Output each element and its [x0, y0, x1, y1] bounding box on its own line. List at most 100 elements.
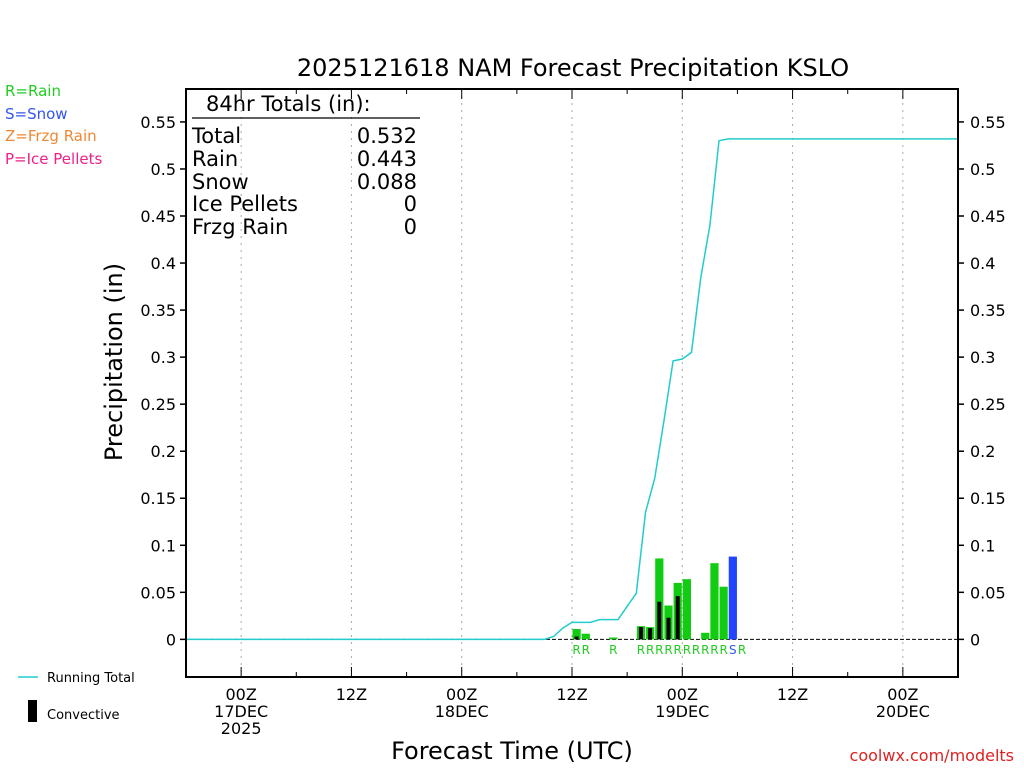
precip-type-label: R [646, 643, 654, 657]
precip-bars [572, 556, 737, 640]
x-tick-label: 00Z [887, 685, 918, 704]
precip-type-label: R [655, 643, 663, 657]
running-total-legend-label: Running Total [47, 671, 135, 686]
y-tick-label: 0.2 [151, 442, 176, 461]
precip-bar [609, 637, 618, 640]
convective-legend-swatch [28, 700, 37, 722]
y-tick-label-right: 0.35 [970, 301, 1006, 320]
y-tick-label-right: 0.1 [970, 536, 995, 555]
x-tick-label: 12Z [556, 685, 587, 704]
totals-box: 84hr Totals (in): Total 0.532 Rain 0.443… [191, 92, 420, 239]
y-axis-left: 0 0.05 0.1 0.15 0.2 0.25 0.3 0.35 0.4 0.45 0.5 0.55 [140, 113, 186, 649]
running-total-polyline [186, 138, 958, 641]
totals-row-label: Ice Pellets [192, 192, 298, 216]
precip-type-label: R [719, 643, 727, 657]
running-total-line [186, 138, 958, 641]
x-tick-label: 00Z [446, 685, 477, 704]
chart-title: 2025121618 NAM Forecast Precipitation KS… [297, 54, 849, 82]
precip-type-label: R [701, 643, 709, 657]
x-tick-label: 19DEC [655, 702, 709, 721]
y-tick-label-right: 0.15 [970, 489, 1006, 508]
y-tick-label-right: 0 [970, 630, 980, 649]
precip-bar [682, 579, 691, 640]
precip-type-label: R [683, 643, 691, 657]
y-tick-label-right: 0.2 [970, 442, 995, 461]
y-tick-label-right: 0.25 [970, 395, 1006, 414]
precip-bar [581, 633, 590, 640]
y-axis-title: Precipitation (in) [100, 263, 128, 461]
precip-type-label: R [637, 643, 645, 657]
totals-row-label: Snow [192, 170, 249, 194]
precip-type-label: S [729, 643, 737, 657]
totals-row-value: 0.088 [357, 170, 417, 194]
y-tick-label: 0.4 [151, 254, 176, 273]
y-tick-label: 0.3 [151, 348, 176, 367]
x-tick-label: 2025 [221, 719, 262, 738]
y-tick-label-right: 0.3 [970, 348, 995, 367]
totals-row-value: 0 [404, 215, 417, 239]
legend-frzg-rain: Z=Frzg Rain [5, 127, 97, 145]
convective-bar [648, 628, 653, 640]
precip-type-label: R [582, 643, 590, 657]
x-tick-label: 12Z [336, 685, 367, 704]
y-tick-label: 0.15 [140, 489, 176, 508]
precip-type-label: R [572, 643, 580, 657]
precip-type-legend: R=Rain S=Snow Z=Frzg Rain P=Ice Pellets [5, 82, 102, 168]
convective-bar [657, 601, 662, 640]
convective-bar [638, 627, 643, 640]
y-tick-label-right: 0.55 [970, 113, 1006, 132]
precip-bar [719, 586, 728, 640]
y-tick-label: 0.25 [140, 395, 176, 414]
precip-type-label: R [674, 643, 682, 657]
legend-rain: R=Rain [5, 82, 61, 100]
precip-type-label: R [710, 643, 718, 657]
x-tick-label: 20DEC [876, 702, 930, 721]
y-tick-label: 0.55 [140, 113, 176, 132]
legend-snow: S=Snow [5, 105, 68, 123]
totals-row-value: 0.532 [357, 124, 417, 148]
convective-bar [675, 596, 680, 640]
x-tick-label: 17DEC [214, 702, 268, 721]
y-tick-label: 0.1 [151, 536, 176, 555]
precip-bar [572, 629, 581, 640]
totals-row-value: 0 [404, 192, 417, 216]
y-tick-label-right: 0.45 [970, 207, 1006, 226]
precip-type-label: R [692, 643, 700, 657]
y-axis-right: 0 0.05 0.1 0.15 0.2 0.25 0.3 0.35 0.4 0.45 0.5 0.55 [958, 113, 1006, 649]
legend-ice-pellets: P=Ice Pellets [5, 150, 102, 168]
gridlines [240, 89, 904, 677]
y-tick-label: 0.5 [151, 160, 176, 179]
convective-bar [666, 617, 671, 640]
x-tick-label: 18DEC [435, 702, 489, 721]
x-axis-title: Forecast Time (UTC) [391, 737, 633, 765]
x-tick-label: 00Z [667, 685, 698, 704]
totals-row-label: Frzg Rain [192, 215, 288, 239]
series-legend: Running Total Convective [18, 671, 135, 723]
y-tick-label: 0.05 [140, 583, 176, 602]
totals-row-label: Rain [192, 147, 238, 171]
convective-bar [574, 636, 579, 640]
y-tick-label-right: 0.5 [970, 160, 995, 179]
totals-row-label: Total [191, 124, 241, 148]
convective-legend-label: Convective [47, 708, 120, 723]
x-tick-label: 12Z [777, 685, 808, 704]
y-tick-label: 0.35 [140, 301, 176, 320]
precip-type-label: R [664, 643, 672, 657]
y-tick-label: 0.45 [140, 207, 176, 226]
x-tick-label: 00Z [225, 685, 256, 704]
precip-bar [701, 632, 710, 640]
y-tick-label: 0 [166, 630, 176, 649]
totals-row-value: 0.443 [357, 147, 417, 171]
precip-bar [655, 558, 664, 640]
precip-bar [728, 556, 737, 640]
totals-header: 84hr Totals (in): [206, 92, 371, 116]
y-tick-label-right: 0.4 [970, 254, 995, 273]
precip-type-label: R [738, 643, 746, 657]
y-tick-label-right: 0.05 [970, 583, 1006, 602]
credit-text: coolwx.com/modelts [850, 746, 1014, 765]
precip-bar [710, 563, 719, 640]
precip-type-label: R [609, 643, 617, 657]
